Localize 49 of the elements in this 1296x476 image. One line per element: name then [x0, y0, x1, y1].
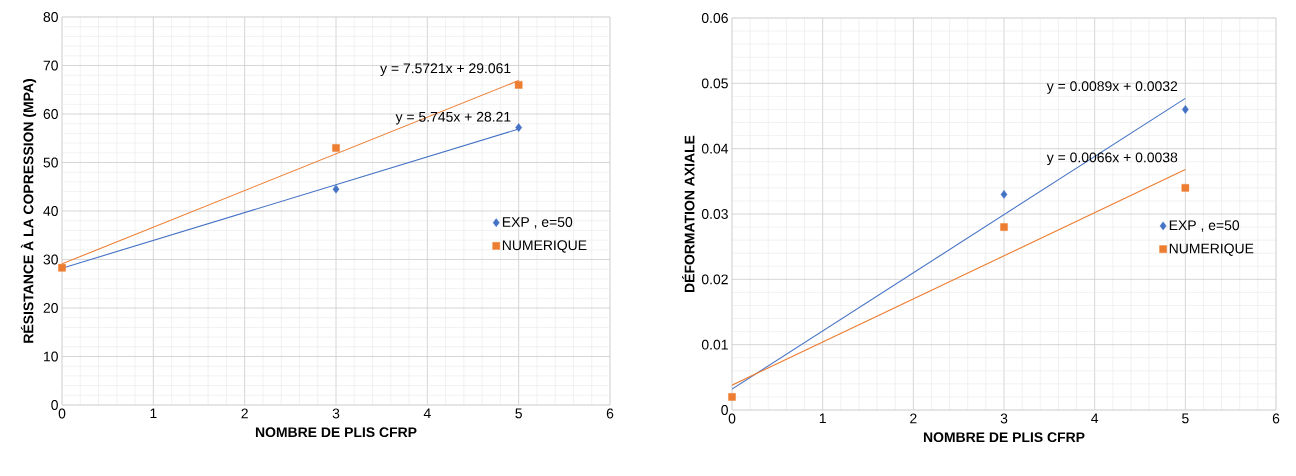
annotation: y = 0.0089x + 0.0032 — [1046, 81, 1178, 94]
x-tick-label: 1 — [819, 413, 826, 424]
point — [1182, 105, 1189, 114]
legend-label: EXP , e=50 — [502, 217, 573, 229]
x-tick-label: 5 — [1182, 413, 1189, 424]
x-axis-title: NOMBRE DE PLIS CFRP — [255, 427, 417, 438]
x-tick-label: 1 — [150, 408, 157, 419]
x-tick-label: 3 — [332, 408, 340, 419]
point — [1000, 223, 1008, 231]
legend-label: NUMERIQUE — [502, 240, 587, 253]
y-axis-title: DÉFORMATION AXIALE — [682, 135, 695, 292]
y-tick-label: 0 — [51, 400, 58, 410]
y-tick-label: 60 — [43, 109, 58, 119]
point — [332, 144, 340, 152]
y-tick-label: 0.05 — [701, 78, 728, 89]
x-tick-label: 2 — [241, 408, 248, 419]
y-tick-label: 70 — [43, 60, 58, 71]
x-tick-label: 3 — [1000, 413, 1008, 424]
point — [515, 123, 522, 132]
point — [58, 263, 66, 272]
point — [1000, 190, 1008, 199]
x-tick-label: 6 — [1272, 413, 1280, 424]
x-tick-label: 4 — [1091, 413, 1099, 424]
point — [728, 393, 736, 401]
y-tick-label: 20 — [43, 303, 58, 313]
point — [332, 184, 340, 194]
y-tick-label: 50 — [43, 157, 58, 168]
legend-label: EXP , e=50 — [1169, 220, 1240, 232]
y-tick-label: 30 — [43, 254, 58, 265]
x-axis-title: NOMBRE DE PLIS CFRP — [923, 432, 1085, 443]
x-tick-label: 0 — [728, 413, 736, 424]
y-tick-label: 0.03 — [701, 209, 728, 219]
annotation: y = 7.5721x + 29.061 — [380, 63, 511, 77]
y-tick-label: 0.04 — [701, 143, 729, 154]
x-tick-label: 0 — [58, 408, 66, 419]
x-tick-label: 2 — [910, 413, 917, 424]
point — [514, 81, 523, 89]
x-tick-label: 5 — [515, 408, 522, 419]
y-tick-label: 80 — [43, 12, 58, 22]
y-tick-label: 0.06 — [701, 13, 728, 23]
y-tick-label: 40 — [43, 206, 58, 216]
y-tick-label: 10 — [44, 351, 58, 362]
x-tick-label: 6 — [606, 408, 614, 419]
x-tick-label: 4 — [423, 408, 431, 419]
y-axis-title: RÉSISTANCE À LA COPRESSION (MPA) — [20, 79, 37, 343]
y-tick-label: 0.02 — [701, 274, 728, 285]
y-tick-label: 0.01 — [701, 339, 728, 350]
point — [1181, 184, 1190, 192]
legend-label: NUMERIQUE — [1169, 243, 1254, 256]
